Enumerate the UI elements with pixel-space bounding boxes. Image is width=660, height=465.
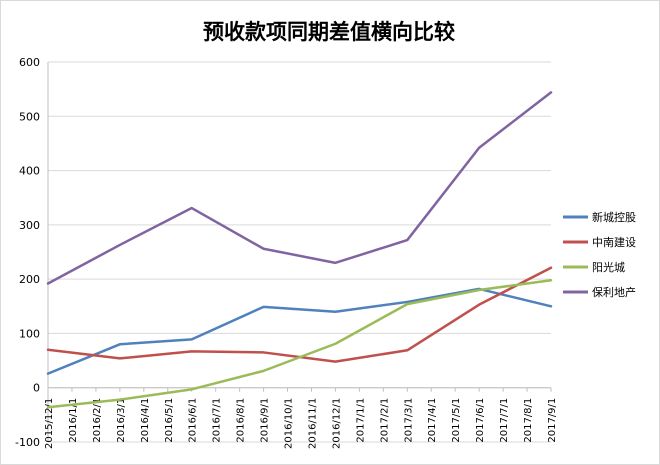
x-tick-label: 2017/9/1	[547, 398, 558, 443]
x-tick-label: 2016/2/1	[92, 398, 103, 443]
series-line-1	[46, 266, 553, 363]
x-tick-label: 2017/8/1	[523, 398, 534, 443]
x-tick-label: 2017/5/1	[451, 398, 462, 443]
x-tick-label: 2017/4/1	[427, 398, 438, 443]
y-tick-label: 300	[19, 219, 40, 232]
y-axis-ticks: -100 0 100 200 300 400 500 600	[15, 56, 40, 449]
y-tick-label: 400	[19, 165, 40, 178]
y-tick-label: 100	[19, 327, 40, 340]
x-tick-label: 2016/12/1	[331, 398, 342, 449]
x-tick-label: 2016/7/1	[212, 398, 223, 443]
series-lines	[46, 91, 553, 409]
x-tick-label: 2016/1/1	[68, 398, 79, 443]
y-tick-label: 600	[19, 56, 40, 69]
x-tick-label: 2016/8/1	[236, 398, 247, 443]
x-tick-label: 2016/11/1	[307, 398, 318, 449]
x-tick-label: 2016/9/1	[260, 398, 271, 443]
legend-label: 中南建设	[592, 235, 636, 249]
x-tick-label: 2015/12/1	[44, 398, 55, 449]
y-tick-label: 0	[33, 382, 40, 395]
x-tick-label: 2016/3/1	[116, 398, 127, 443]
legend-label: 新城控股	[592, 210, 636, 224]
x-tick-label: 2017/6/1	[475, 398, 486, 443]
y-tick-label: 200	[19, 273, 40, 286]
x-tick-label: 2016/6/1	[188, 398, 199, 443]
x-tick-label: 2016/5/1	[164, 398, 175, 443]
series-line-0	[46, 287, 553, 375]
x-axis-ticks: 2015/12/1 2016/1/1 2016/2/1 2016/3/1 2016/4/…	[44, 387, 558, 449]
x-tick-label: 2016/4/1	[140, 398, 151, 443]
x-tick-label: 2017/7/1	[499, 398, 510, 443]
series-line-2	[46, 278, 553, 409]
x-tick-label: 2017/1/1	[355, 398, 366, 443]
series-line-3	[46, 91, 553, 285]
chart-title: 预收款项同期差值横向比较	[203, 20, 455, 44]
x-tick-label: 2017/2/1	[379, 398, 390, 443]
x-tick-label: 2016/10/1	[284, 398, 295, 449]
y-tick-label: -100	[15, 436, 40, 449]
legend-label: 阳光城	[592, 260, 625, 274]
gridlines	[47, 61, 551, 443]
x-tick-label: 2017/3/1	[403, 398, 414, 443]
y-tick-label: 500	[19, 110, 40, 123]
legend-label: 保利地产	[592, 285, 636, 299]
